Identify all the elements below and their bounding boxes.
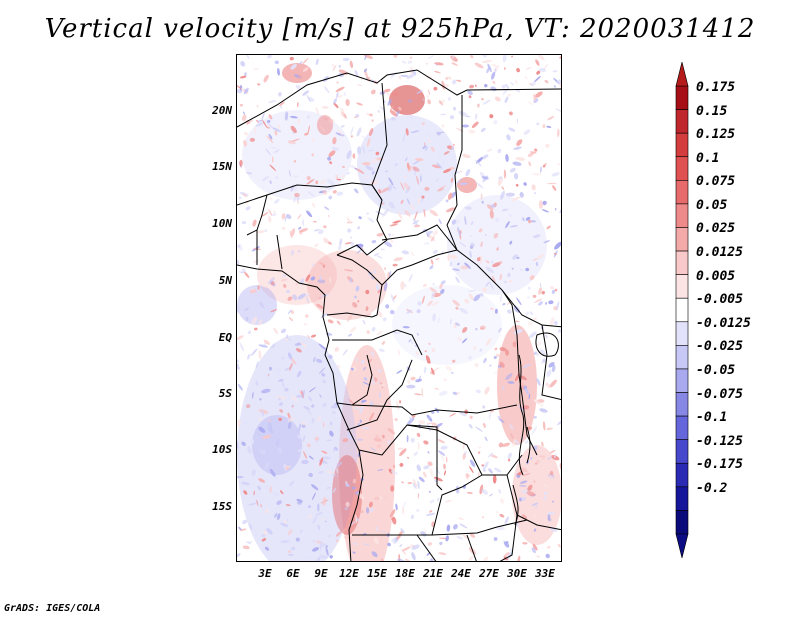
colorbar-label: -0.075 [696, 386, 743, 402]
lat-label: 10N [212, 217, 232, 230]
colorbar-label: 0.15 [696, 103, 728, 119]
lat-label: EQ [218, 331, 232, 344]
lon-label: 24E [451, 567, 471, 580]
colorbar-top-arrow [675, 62, 689, 87]
lon-label: 3E [258, 567, 272, 580]
colorbar-label: 0.0125 [696, 245, 743, 261]
lon-label: 9E [314, 567, 328, 580]
lon-label: 33E [535, 567, 555, 580]
colorbar-swatch [675, 250, 689, 275]
colorbar-label: 0.1 [696, 150, 720, 166]
lon-label: 15E [367, 567, 387, 580]
vertical-velocity-field [237, 55, 561, 561]
colorbar-label: 0.125 [696, 127, 736, 143]
lat-label: 5S [218, 387, 232, 400]
lon-label: 27E [479, 567, 499, 580]
colorbar-swatch [675, 462, 689, 488]
colorbar-swatch [675, 109, 689, 134]
map-panel [236, 54, 562, 562]
colorbar-swatch [675, 321, 689, 346]
map-title: Vertical velocity [m/s] at 925hPa, VT: 2… [44, 14, 756, 44]
colorbar-swatch [675, 180, 689, 205]
colorbar-swatch [675, 345, 689, 370]
colorbar-label: -0.05 [696, 362, 736, 378]
colorbar-label: 0.175 [696, 80, 736, 95]
colorbar-swatch [675, 203, 689, 228]
colorbar-label: 0.05 [696, 197, 728, 213]
colorbar-swatch [675, 510, 689, 535]
colorbar-label: -0.175 [696, 457, 743, 473]
colorbar-label: 0.025 [696, 221, 736, 237]
lon-label: 6E [286, 567, 300, 580]
lat-label: 20N [212, 104, 232, 117]
lat-label: 15N [212, 160, 232, 173]
lon-label: 12E [339, 567, 359, 580]
colorbar-swatch [675, 156, 689, 181]
colorbar-label: -0.2 [696, 480, 728, 496]
lat-label: 5N [218, 274, 232, 287]
velocity-noise [237, 55, 561, 561]
lon-label: 18E [395, 567, 415, 580]
colorbar-label: -0.1 [696, 410, 728, 426]
colorbar-label: -0.125 [696, 433, 743, 449]
colorbar-label: -0.025 [696, 339, 743, 355]
colorbar-swatch [675, 297, 689, 323]
colorbar-swatch [675, 392, 689, 417]
colorbar-swatch [675, 85, 689, 110]
colorbar-label: 0.075 [696, 174, 736, 190]
lat-label: 10S [212, 443, 232, 456]
colorbar-label: -0.0125 [696, 315, 751, 331]
colorbar-swatch [675, 132, 689, 158]
grads-credit: GrADS: IGES/COLA [4, 603, 101, 614]
colorbar-swatch [675, 415, 689, 440]
colorbar-label: 0.005 [696, 268, 736, 284]
lon-label: 30E [507, 567, 527, 580]
colorbar-swatch [675, 368, 689, 393]
colorbar-swatch [675, 274, 689, 299]
colorbar-swatch [675, 439, 689, 464]
lon-label: 21E [423, 567, 443, 580]
colorbar-bottom-arrow [675, 533, 689, 558]
colorbar-label: -0.005 [696, 292, 743, 308]
lat-label: 15S [212, 500, 232, 513]
country-borders [237, 69, 561, 561]
colorbar-swatch [675, 486, 689, 511]
colorbar-swatch [675, 227, 689, 252]
colorbar [675, 62, 689, 558]
